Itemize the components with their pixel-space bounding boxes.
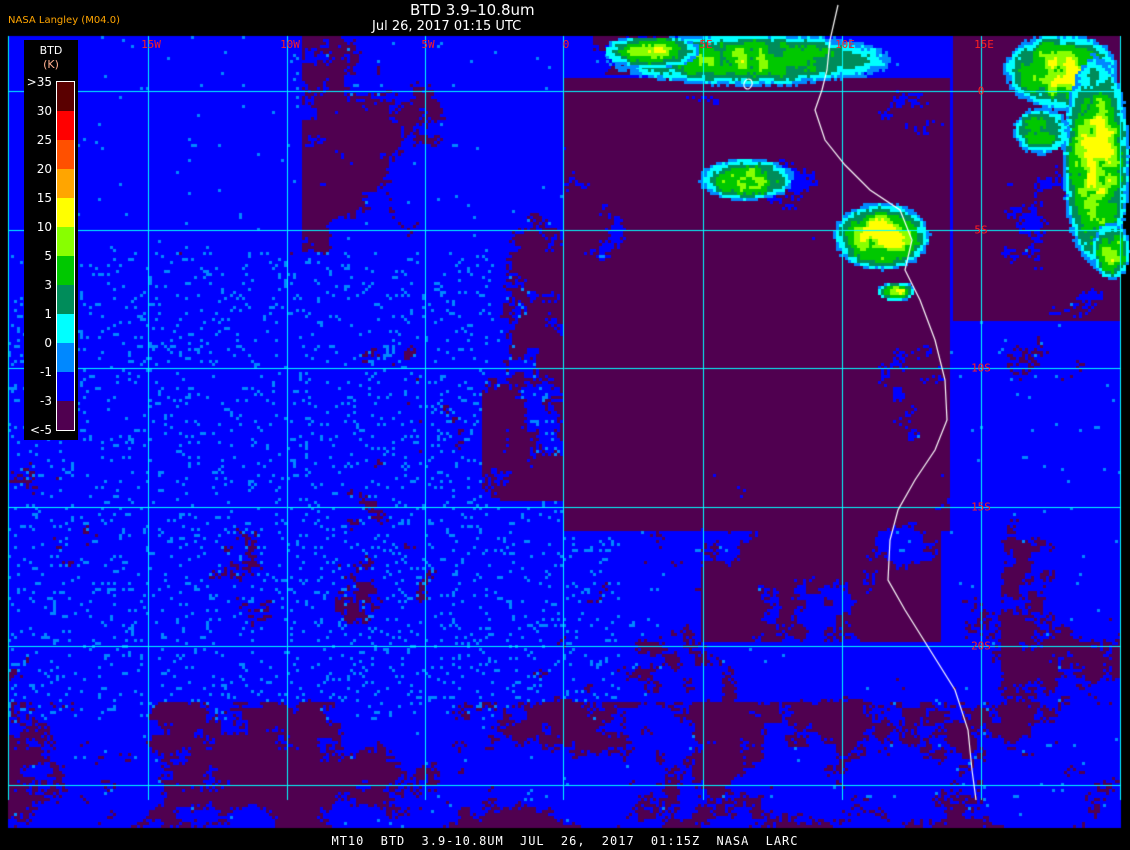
legend-label: 15 xyxy=(36,191,52,205)
legend-title: BTD xyxy=(39,44,63,57)
latitude-label: 10S xyxy=(971,361,991,375)
legend-label: 30 xyxy=(36,104,52,118)
longitude-label: 10W xyxy=(280,38,300,51)
legend-label: 0 xyxy=(44,336,52,350)
legend-label: 20 xyxy=(36,162,52,176)
legend-label: 5 xyxy=(44,249,52,263)
legend-swatch xyxy=(57,111,74,140)
legend-label: 3 xyxy=(44,278,52,292)
legend-swatch xyxy=(57,198,74,227)
longitude-label: 15W xyxy=(141,38,161,51)
legend-label: -1 xyxy=(40,365,52,379)
legend-label: <-5 xyxy=(29,423,52,437)
legend-swatch xyxy=(57,314,74,343)
legend-unit: (K) xyxy=(43,58,59,71)
legend-swatch xyxy=(57,227,74,256)
organization-label: NASA Langley (M04.0) xyxy=(8,15,120,26)
legend-swatch xyxy=(57,401,74,430)
latitude-label: 20S xyxy=(971,639,991,653)
datetime-label: Jul 26, 2017 01:15 UTC xyxy=(372,19,522,34)
longitude-label: 15E xyxy=(974,38,994,51)
legend-label: 10 xyxy=(36,220,52,234)
legend-swatch xyxy=(57,285,74,314)
legend-label: -3 xyxy=(40,394,52,408)
longitude-label: 5E xyxy=(699,38,713,51)
color-legend: BTD (K) >35 30 25 20 15 10 5 3 1 0 -1 -3 <-5 xyxy=(24,40,78,440)
product-title: BTD 3.9–10.8um xyxy=(410,1,535,19)
legend-swatch xyxy=(57,256,74,285)
latitude-label: 0 xyxy=(977,84,985,98)
latitude-label: 15S xyxy=(971,500,991,514)
legend-swatch xyxy=(57,140,74,169)
longitude-label: 5W xyxy=(421,38,435,51)
longitude-label: 0 xyxy=(562,38,570,51)
legend-label: 25 xyxy=(36,133,52,147)
longitude-label: 10E xyxy=(835,38,855,51)
legend-swatch xyxy=(57,372,74,401)
legend-color-bar xyxy=(56,81,75,431)
legend-swatch xyxy=(57,343,74,372)
legend-swatch xyxy=(57,82,74,111)
legend-label: 1 xyxy=(44,307,52,321)
legend-label: >35 xyxy=(26,75,52,89)
caption: MT10 BTD 3.9-10.8UM JUL 26, 2017 01:15Z … xyxy=(331,834,799,848)
latitude-label: 5S xyxy=(974,223,988,237)
legend-swatch xyxy=(57,169,74,198)
